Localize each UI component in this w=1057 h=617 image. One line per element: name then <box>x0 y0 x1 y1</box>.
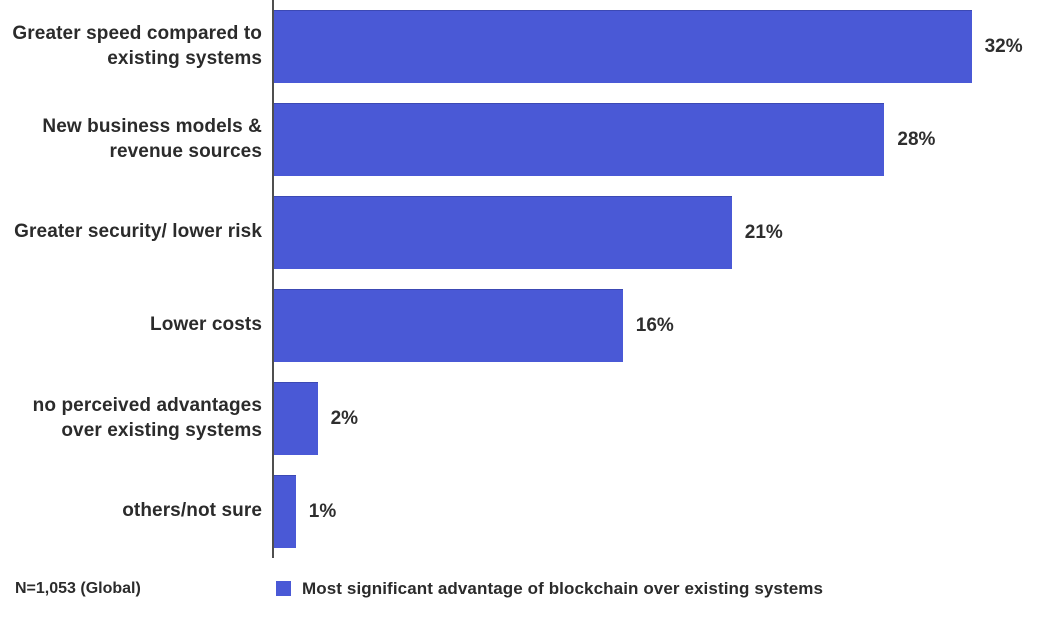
legend: Most significant advantage of blockchain… <box>276 579 823 599</box>
chart-footer: N=1,053 (Global) Most significant advant… <box>0 560 1057 617</box>
bar-row: no perceived advantages over existing sy… <box>0 372 1057 465</box>
value-label: 21% <box>744 221 783 243</box>
y-axis-segment: 2% <box>272 372 1057 465</box>
bar <box>274 382 318 455</box>
category-label: Lower costs <box>150 314 262 336</box>
y-axis-segment: 16% <box>272 279 1057 372</box>
bar <box>274 475 296 548</box>
bar-row: New business models & revenue sources 28… <box>0 93 1057 186</box>
bar <box>274 10 972 83</box>
y-axis-segment: 1% <box>272 465 1057 558</box>
sample-size-note: N=1,053 (Global) <box>15 579 141 597</box>
legend-swatch-icon <box>276 581 291 596</box>
category-label: New business models & revenue sources <box>42 115 262 162</box>
value-label: 16% <box>635 314 674 336</box>
bar <box>274 289 623 362</box>
value-label: 28% <box>897 128 936 150</box>
bar-row: others/not sure 1% <box>0 465 1057 558</box>
category-label: others/not sure <box>122 500 262 522</box>
bar-row: Greater speed compared to existing syste… <box>0 0 1057 93</box>
bar <box>274 196 732 269</box>
y-axis-segment: 32% <box>272 0 1057 93</box>
y-axis-segment: 28% <box>272 93 1057 186</box>
value-label: 1% <box>308 500 337 522</box>
category-label: Greater speed compared to existing syste… <box>12 22 262 69</box>
legend-label: Most significant advantage of blockchain… <box>302 578 824 598</box>
bar <box>274 103 885 176</box>
plot-area: Greater speed compared to existing syste… <box>0 0 1057 558</box>
y-axis-segment: 21% <box>272 186 1057 279</box>
bar-row: Lower costs 16% <box>0 279 1057 372</box>
category-label: Greater security/ lower risk <box>14 221 262 243</box>
bar-row: Greater security/ lower risk 21% <box>0 186 1057 279</box>
value-label: 32% <box>984 35 1023 57</box>
value-label: 2% <box>330 407 359 429</box>
category-label: no perceived advantages over existing sy… <box>32 394 262 441</box>
